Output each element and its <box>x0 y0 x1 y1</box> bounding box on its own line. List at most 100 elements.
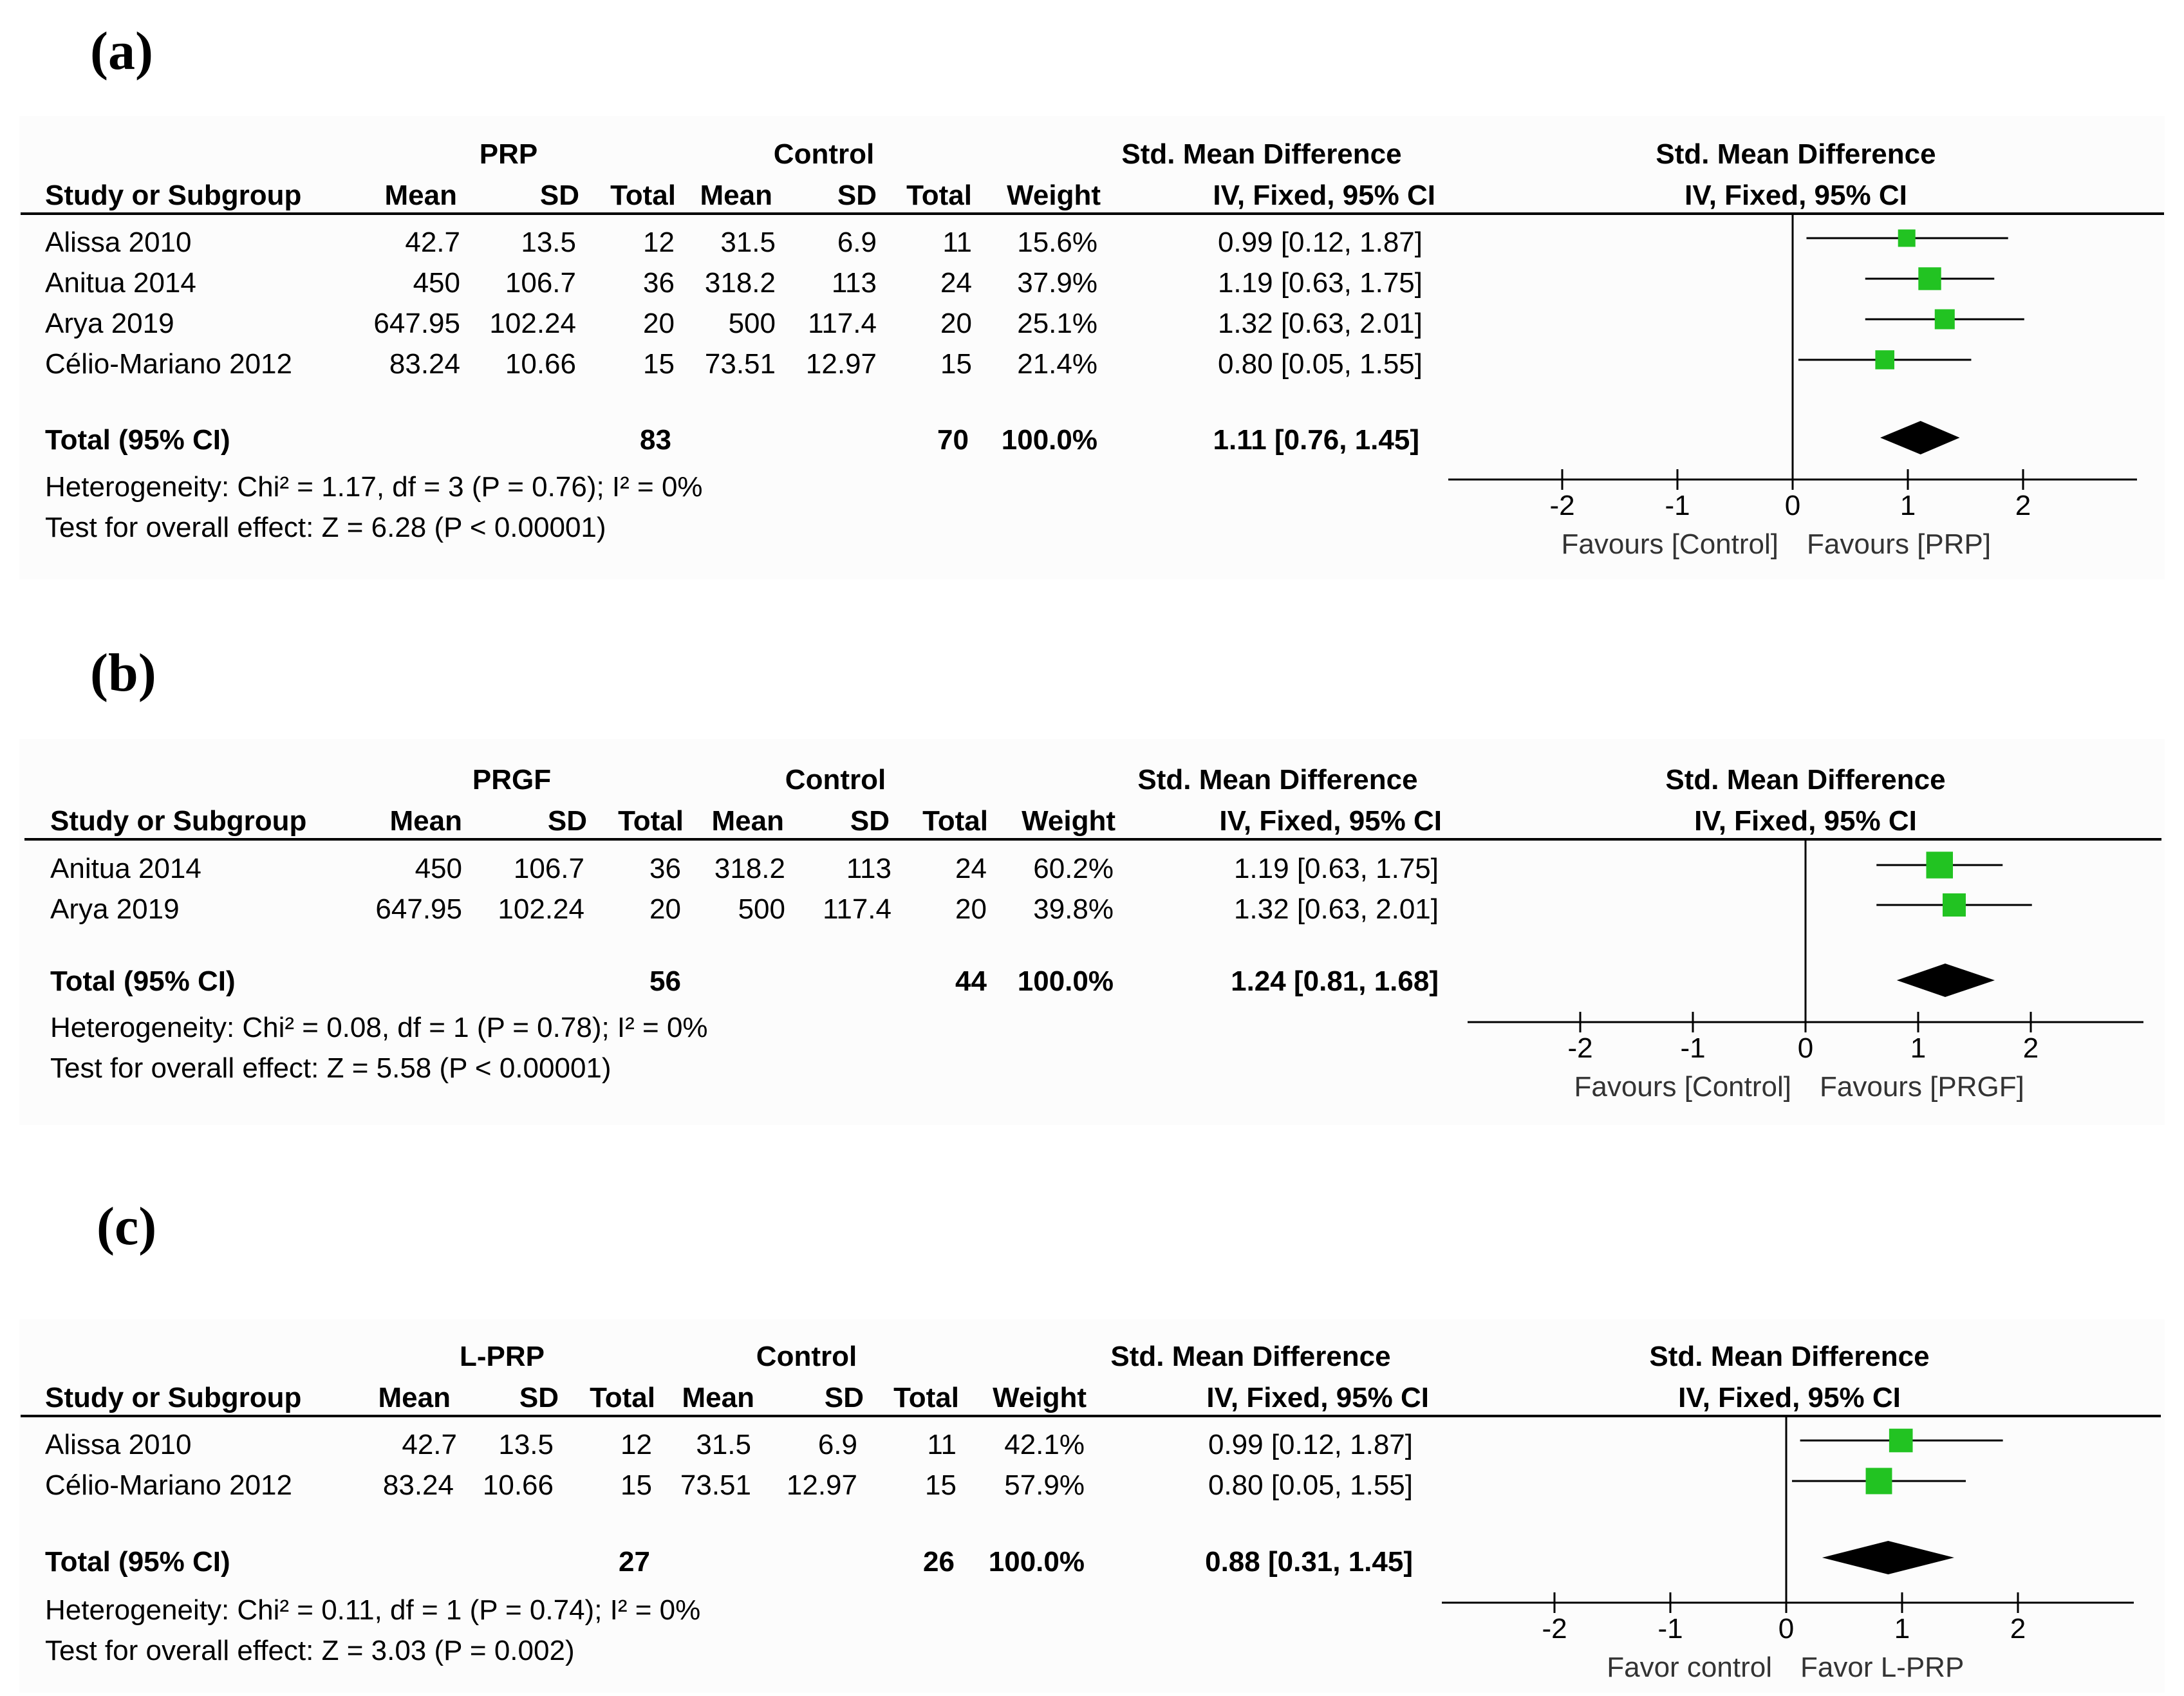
panel-background <box>19 739 2165 1125</box>
ctrl-total: 20 <box>940 308 972 339</box>
exp-sd: 13.5 <box>521 227 576 258</box>
heterogeneity-text: Heterogeneity: Chi² = 0.08, df = 1 (P = … <box>50 1012 708 1043</box>
favours-right-label: Favours [PRP] <box>1807 528 1991 560</box>
ctrl-total-header: Total <box>922 805 988 837</box>
exp-total: 20 <box>643 308 675 339</box>
overall-effect-text: Test for overall effect: Z = 6.28 (P < 0… <box>45 512 606 543</box>
exp-sd-header: SD <box>519 1382 559 1413</box>
exp-group-header: PRP <box>479 138 538 170</box>
exp-total: 20 <box>649 893 681 925</box>
total-exp-n: 83 <box>640 424 671 456</box>
weight-header: Weight <box>993 1382 1087 1413</box>
ctrl-sd: 6.9 <box>817 1429 857 1460</box>
plot-title: Std. Mean Difference <box>1665 764 1946 796</box>
x-tick-label: -2 <box>1567 1032 1592 1064</box>
ctrl-total: 24 <box>955 853 987 884</box>
ctrl-mean: 318.2 <box>714 853 785 884</box>
plot-title: Std. Mean Difference <box>1649 1341 1930 1372</box>
smd-ci: 1.19 [0.63, 1.75] <box>1233 853 1439 884</box>
total-smd-ci: 0.88 [0.31, 1.45] <box>1205 1546 1413 1578</box>
study-name: Alissa 2010 <box>45 227 192 258</box>
smd-col-title: Std. Mean Difference <box>1137 764 1418 796</box>
weight: 15.6% <box>1017 227 1097 258</box>
smd-ci: 0.99 [0.12, 1.87] <box>1208 1429 1413 1460</box>
ctrl-mean: 73.51 <box>680 1469 751 1501</box>
study-effect-marker <box>1865 1468 1892 1495</box>
total-label: Total (95% CI) <box>45 424 230 456</box>
study-effect-marker <box>1918 267 1941 290</box>
overall-effect-text: Test for overall effect: Z = 5.58 (P < 0… <box>50 1052 611 1084</box>
study-effect-marker <box>1943 893 1966 917</box>
x-tick-label: -1 <box>1657 1613 1683 1645</box>
exp-mean: 647.95 <box>375 893 462 925</box>
x-tick-label: -2 <box>1549 490 1574 521</box>
forest-plot-area: -2 -1 0 1 2 Favours [Control] Favours [PRP] <box>1448 212 2137 560</box>
x-tick-label: 2 <box>2023 1032 2039 1064</box>
study-name: Arya 2019 <box>45 308 174 339</box>
pooled-effect-diamond <box>1896 964 1995 997</box>
exp-mean: 42.7 <box>402 1429 457 1460</box>
plot-method-header: IV, Fixed, 95% CI <box>1694 805 1917 837</box>
x-tick-label: 1 <box>1910 1032 1926 1064</box>
study-name: Arya 2019 <box>50 893 180 925</box>
header-rule <box>24 838 2161 841</box>
heterogeneity-text: Heterogeneity: Chi² = 0.11, df = 1 (P = … <box>45 1594 701 1626</box>
ctrl-mean-header: Mean <box>700 180 772 211</box>
exp-sd: 102.24 <box>498 893 584 925</box>
study-col-header: Study or Subgroup <box>45 180 302 211</box>
x-tick-label: 0 <box>1798 1032 1813 1064</box>
exp-sd-header: SD <box>547 805 587 837</box>
ctrl-total: 20 <box>955 893 987 925</box>
ctrl-group-header: Control <box>785 764 886 796</box>
x-tick-label: -1 <box>1680 1032 1705 1064</box>
exp-total: 12 <box>643 227 675 258</box>
smd-ci: 1.32 [0.63, 2.01] <box>1233 893 1439 925</box>
favours-left-label: Favours [Control] <box>1562 528 1778 560</box>
weight: 42.1% <box>1004 1429 1085 1460</box>
smd-method-header: IV, Fixed, 95% CI <box>1206 1382 1429 1413</box>
ctrl-sd: 113 <box>846 853 891 884</box>
ctrl-sd: 117.4 <box>823 893 891 925</box>
exp-mean: 450 <box>413 267 460 299</box>
ctrl-sd-header: SD <box>850 805 890 837</box>
weight: 57.9% <box>1004 1469 1085 1501</box>
study-effect-marker <box>1934 309 1955 330</box>
study-name: Anitua 2014 <box>50 853 201 884</box>
plot-method-header: IV, Fixed, 95% CI <box>1678 1382 1901 1413</box>
total-weight: 100.0% <box>988 1546 1085 1578</box>
total-weight: 100.0% <box>1001 424 1097 456</box>
total-smd-ci: 1.24 [0.81, 1.68] <box>1231 965 1439 997</box>
ctrl-mean: 500 <box>738 893 785 925</box>
study-effect-marker <box>1926 852 1953 879</box>
weight: 37.9% <box>1017 267 1097 299</box>
exp-mean-header: Mean <box>384 180 457 211</box>
total-exp-n: 27 <box>619 1546 650 1578</box>
ctrl-sd: 113 <box>831 267 877 299</box>
study-name: Alissa 2010 <box>45 1429 192 1460</box>
ctrl-mean-header: Mean <box>682 1382 754 1413</box>
exp-sd: 13.5 <box>498 1429 554 1460</box>
study-col-header: Study or Subgroup <box>45 1382 302 1413</box>
total-ctrl-n: 70 <box>937 424 969 456</box>
x-tick-label: -1 <box>1665 490 1690 521</box>
exp-total: 15 <box>621 1469 652 1501</box>
exp-sd: 106.7 <box>513 853 584 884</box>
total-exp-n: 56 <box>649 965 681 997</box>
ctrl-sd-header: SD <box>837 180 877 211</box>
exp-total: 36 <box>649 853 681 884</box>
study-col-header: Study or Subgroup <box>50 805 307 837</box>
heterogeneity-text: Heterogeneity: Chi² = 1.17, df = 3 (P = … <box>45 471 703 503</box>
panel-label: (c) <box>97 1197 157 1256</box>
ctrl-sd-header: SD <box>824 1382 864 1413</box>
total-ctrl-n: 44 <box>955 965 987 997</box>
weight: 60.2% <box>1033 853 1114 884</box>
favours-left-label: Favours [Control] <box>1574 1071 1791 1103</box>
ctrl-sd: 6.9 <box>837 227 877 258</box>
study-name: Célio-Mariano 2012 <box>45 348 292 380</box>
smd-method-header: IV, Fixed, 95% CI <box>1213 180 1435 211</box>
exp-mean-header: Mean <box>378 1382 451 1413</box>
weight-header: Weight <box>1007 180 1101 211</box>
x-tick-label: 0 <box>1785 490 1800 521</box>
x-tick-label: 1 <box>1894 1613 1910 1645</box>
smd-method-header: IV, Fixed, 95% CI <box>1219 805 1442 837</box>
